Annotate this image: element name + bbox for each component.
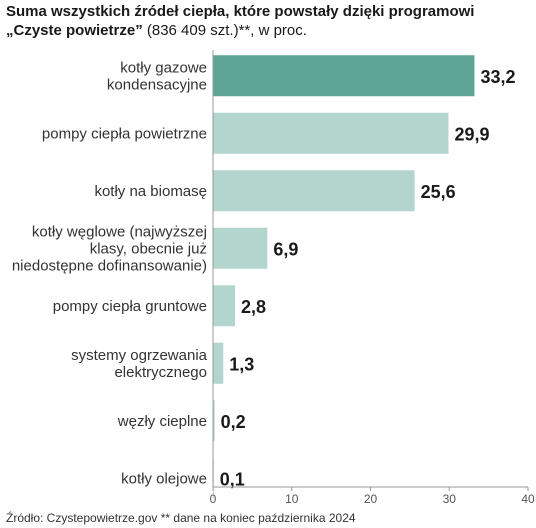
data-label: 2,8 xyxy=(241,297,266,317)
subtitle-program-name: „Czyste powietrze” xyxy=(6,22,143,39)
category-label: kotły węglowe (najwyższej xyxy=(32,223,207,240)
bar xyxy=(213,55,475,97)
source-note: Źródło: Czystepowietrze.gov ** dane na k… xyxy=(6,511,356,525)
bar xyxy=(213,227,268,269)
category-label: węzły cieplne xyxy=(117,413,207,430)
data-label: 1,3 xyxy=(229,354,254,374)
subtitle-line: „Czyste powietrze” (836 409 szt.)**, w p… xyxy=(6,21,531,40)
subtitle-details: (836 409 szt.)**, w proc. xyxy=(142,22,307,39)
data-label: 0,2 xyxy=(221,412,246,432)
category-label: kotły na biomasę xyxy=(94,183,207,200)
category-label: elektrycznego xyxy=(114,364,207,381)
data-label: 29,9 xyxy=(454,124,489,144)
category-label: pompy ciepła powietrzne xyxy=(42,125,207,142)
category-label: kotły olejowe xyxy=(121,470,207,487)
category-label: klasy, obecnie już xyxy=(90,240,207,257)
bar xyxy=(213,170,415,212)
data-label: 6,9 xyxy=(273,239,298,259)
category-label: kotły gazowe xyxy=(120,59,207,76)
category-label: kondensacyjne xyxy=(107,76,207,93)
bar xyxy=(213,342,224,384)
bar xyxy=(213,285,236,327)
data-label: 0,1 xyxy=(220,469,245,489)
x-tick-label: 0 xyxy=(210,492,217,506)
x-tick-label: 10 xyxy=(285,492,299,506)
category-label: niedostępne dofinansowanie) xyxy=(12,257,207,274)
x-tick-label: 20 xyxy=(364,492,378,506)
x-tick-label: 40 xyxy=(521,492,535,506)
x-tick-label: 30 xyxy=(443,492,457,506)
bar xyxy=(213,400,215,442)
data-label: 33,2 xyxy=(480,67,515,87)
data-label: 25,6 xyxy=(421,182,456,202)
chart-title: Suma wszystkich źródeł ciepła, które pow… xyxy=(6,2,531,40)
category-label: systemy ogrzewania xyxy=(71,347,208,364)
bar xyxy=(213,112,449,154)
category-label: pompy ciepła gruntowe xyxy=(53,298,207,315)
title-line: Suma wszystkich źródeł ciepła, które pow… xyxy=(6,3,475,20)
